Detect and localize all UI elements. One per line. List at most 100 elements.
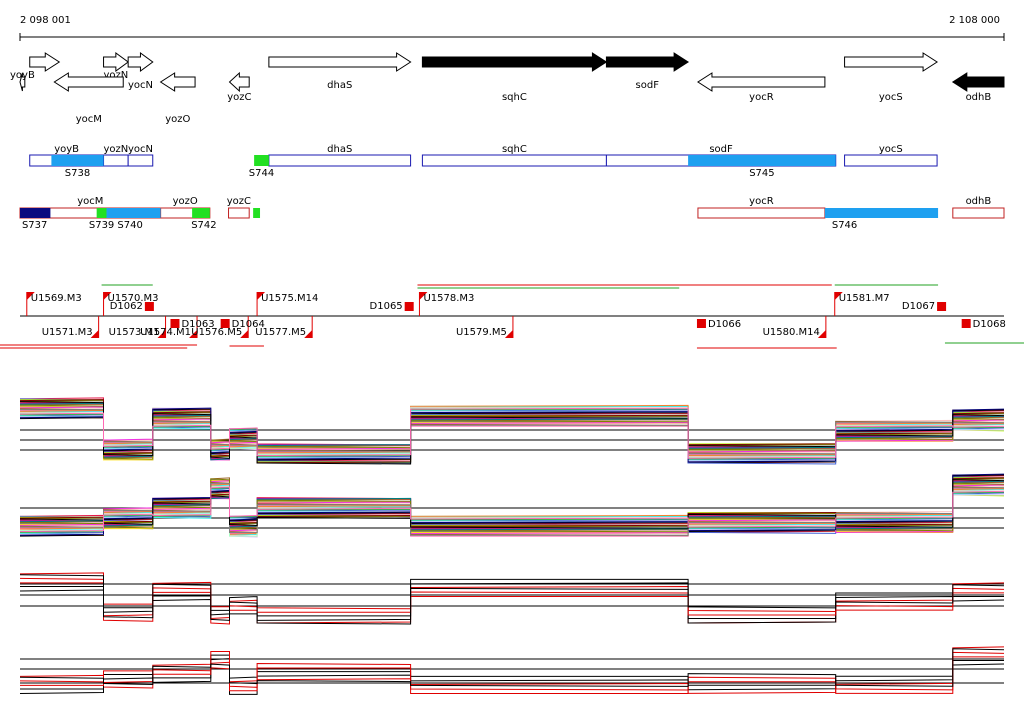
expression-profile-line — [19, 407, 1005, 459]
end-coordinate: 2 108 000 — [949, 15, 1000, 26]
expression-profile-line — [20, 651, 1004, 694]
gene-label: yocN — [128, 80, 153, 91]
gene-label: yocM — [76, 114, 102, 125]
region-label: yocM — [77, 196, 103, 207]
tss-upper-flag — [257, 292, 266, 300]
tss-upper-label: U1578.M3 — [423, 293, 474, 304]
gene-reverse-arrow — [951, 72, 1005, 92]
gene-forward-arrow — [268, 52, 412, 72]
plus-strand-region-track: yoyB yozN yocN dhaS sqhC sodF yocS S738 S744 S745 — [29, 144, 938, 179]
region-label: yocR — [749, 196, 774, 207]
gene-reverse-arrow — [697, 72, 826, 92]
expression-segment — [824, 208, 939, 218]
gene-forward-arrow — [29, 52, 61, 72]
expression-panels — [19, 397, 1005, 695]
gene-label: yozN — [103, 70, 128, 81]
region-label: yozO — [173, 196, 198, 207]
gene-label: dhaS — [327, 80, 352, 91]
tss-lower-flag — [90, 330, 99, 338]
expression-profile-line — [19, 648, 1005, 687]
region-box — [697, 207, 826, 219]
gene-label: yozO — [165, 114, 190, 125]
gene-reverse-arrow — [19, 72, 26, 92]
tss-lower-flag — [504, 330, 513, 338]
region-box — [844, 154, 938, 167]
terminator-upper-label: D1067 — [902, 301, 935, 312]
region-label: yoyB — [54, 144, 79, 155]
expression-segment — [51, 155, 104, 166]
gene-forward-arrow — [421, 52, 608, 72]
region-box — [127, 154, 154, 167]
segment-label: S742 — [191, 220, 216, 231]
segment-label: S739 — [89, 220, 114, 231]
segment-label: S738 — [65, 168, 90, 179]
region-label: yocN — [128, 144, 153, 155]
tss-lower-flag — [240, 330, 249, 338]
tss-lower-flag — [817, 330, 826, 338]
expression-profile-line — [19, 486, 1005, 533]
tss-upper-label: U1581.M7 — [839, 293, 890, 304]
gene-label: sodF — [636, 80, 660, 91]
gene-label: yocS — [879, 92, 903, 103]
terminator-lower-label: D1068 — [973, 319, 1006, 330]
region-box — [268, 154, 412, 167]
start-coordinate: 2 098 001 — [20, 15, 71, 26]
segment-label: S745 — [749, 168, 774, 179]
segment-label: S737 — [22, 220, 47, 231]
terminator-lower-marker — [170, 319, 180, 328]
gene-reverse-arrow — [159, 72, 196, 92]
gene-label: yocR — [749, 92, 774, 103]
region-box — [952, 207, 1005, 219]
terminator-upper-marker — [404, 302, 414, 311]
gene-label: yozC — [227, 92, 251, 103]
tss-upper-flag — [419, 292, 428, 300]
expression-segment — [253, 208, 261, 218]
region-label: yozC — [227, 196, 251, 207]
tss-upper-label: U1575.M14 — [261, 293, 318, 304]
gene-label: yoyB — [10, 70, 35, 81]
segment-label: S744 — [249, 168, 274, 179]
terminator-upper-label: D1065 — [370, 301, 403, 312]
expression-profile-line — [20, 578, 1004, 619]
terminator-lower-label: D1063 — [181, 319, 214, 330]
tss-lower-label: U1573.M1 — [109, 327, 160, 338]
tss-lower-label: U1577.M5 — [255, 327, 306, 338]
gene-forward-arrow — [103, 52, 129, 72]
terminator-upper-label: D1062 — [110, 301, 143, 312]
tss-lower-label: U1580.M14 — [763, 327, 820, 338]
gene-label: sqhC — [502, 92, 527, 103]
terminator-lower-marker — [220, 319, 230, 328]
regulatory-feature-track: U1569.M3 U1570.M3 U1575.M14 U1578.M3 U1581.M… — [0, 284, 1024, 349]
region-label: sqhC — [502, 144, 527, 155]
tss-upper-label: U1570.M3 — [108, 293, 159, 304]
gene-forward-arrow — [605, 52, 690, 72]
tss-lower-label: U1579.M5 — [456, 327, 507, 338]
tss-upper-flag — [26, 292, 35, 300]
region-label: dhaS — [327, 144, 352, 155]
terminator-upper-marker — [144, 302, 154, 311]
gene-reverse-arrow — [53, 72, 124, 92]
terminator-lower-label: D1066 — [708, 319, 741, 330]
expression-segment — [96, 208, 107, 218]
expression-segment — [20, 208, 51, 218]
gene-forward-arrow — [844, 52, 939, 72]
coordinate-ruler: 2 098 001 2 108 000 — [19, 15, 1005, 41]
terminator-lower-marker — [961, 319, 971, 328]
region-box — [421, 154, 607, 167]
expression-profile-line — [19, 572, 1005, 624]
expression-segment — [688, 155, 836, 166]
region-label: yocS — [879, 144, 903, 155]
tss-lower-flag — [304, 330, 313, 338]
gene-reverse-arrow — [228, 71, 250, 93]
region-box — [160, 207, 211, 219]
terminator-lower-label: D1064 — [232, 319, 265, 330]
expression-segment — [106, 208, 161, 218]
tss-lower-flag — [157, 330, 166, 338]
gene-label: odhB — [966, 92, 992, 103]
tss-lower-label: U1574.M1 — [140, 327, 191, 338]
tss-lower-label: U1576.M5 — [191, 327, 242, 338]
region-label: yozN — [103, 144, 128, 155]
terminator-upper-marker — [937, 302, 947, 311]
tss-lower-label: U1571.M3 — [42, 327, 93, 338]
